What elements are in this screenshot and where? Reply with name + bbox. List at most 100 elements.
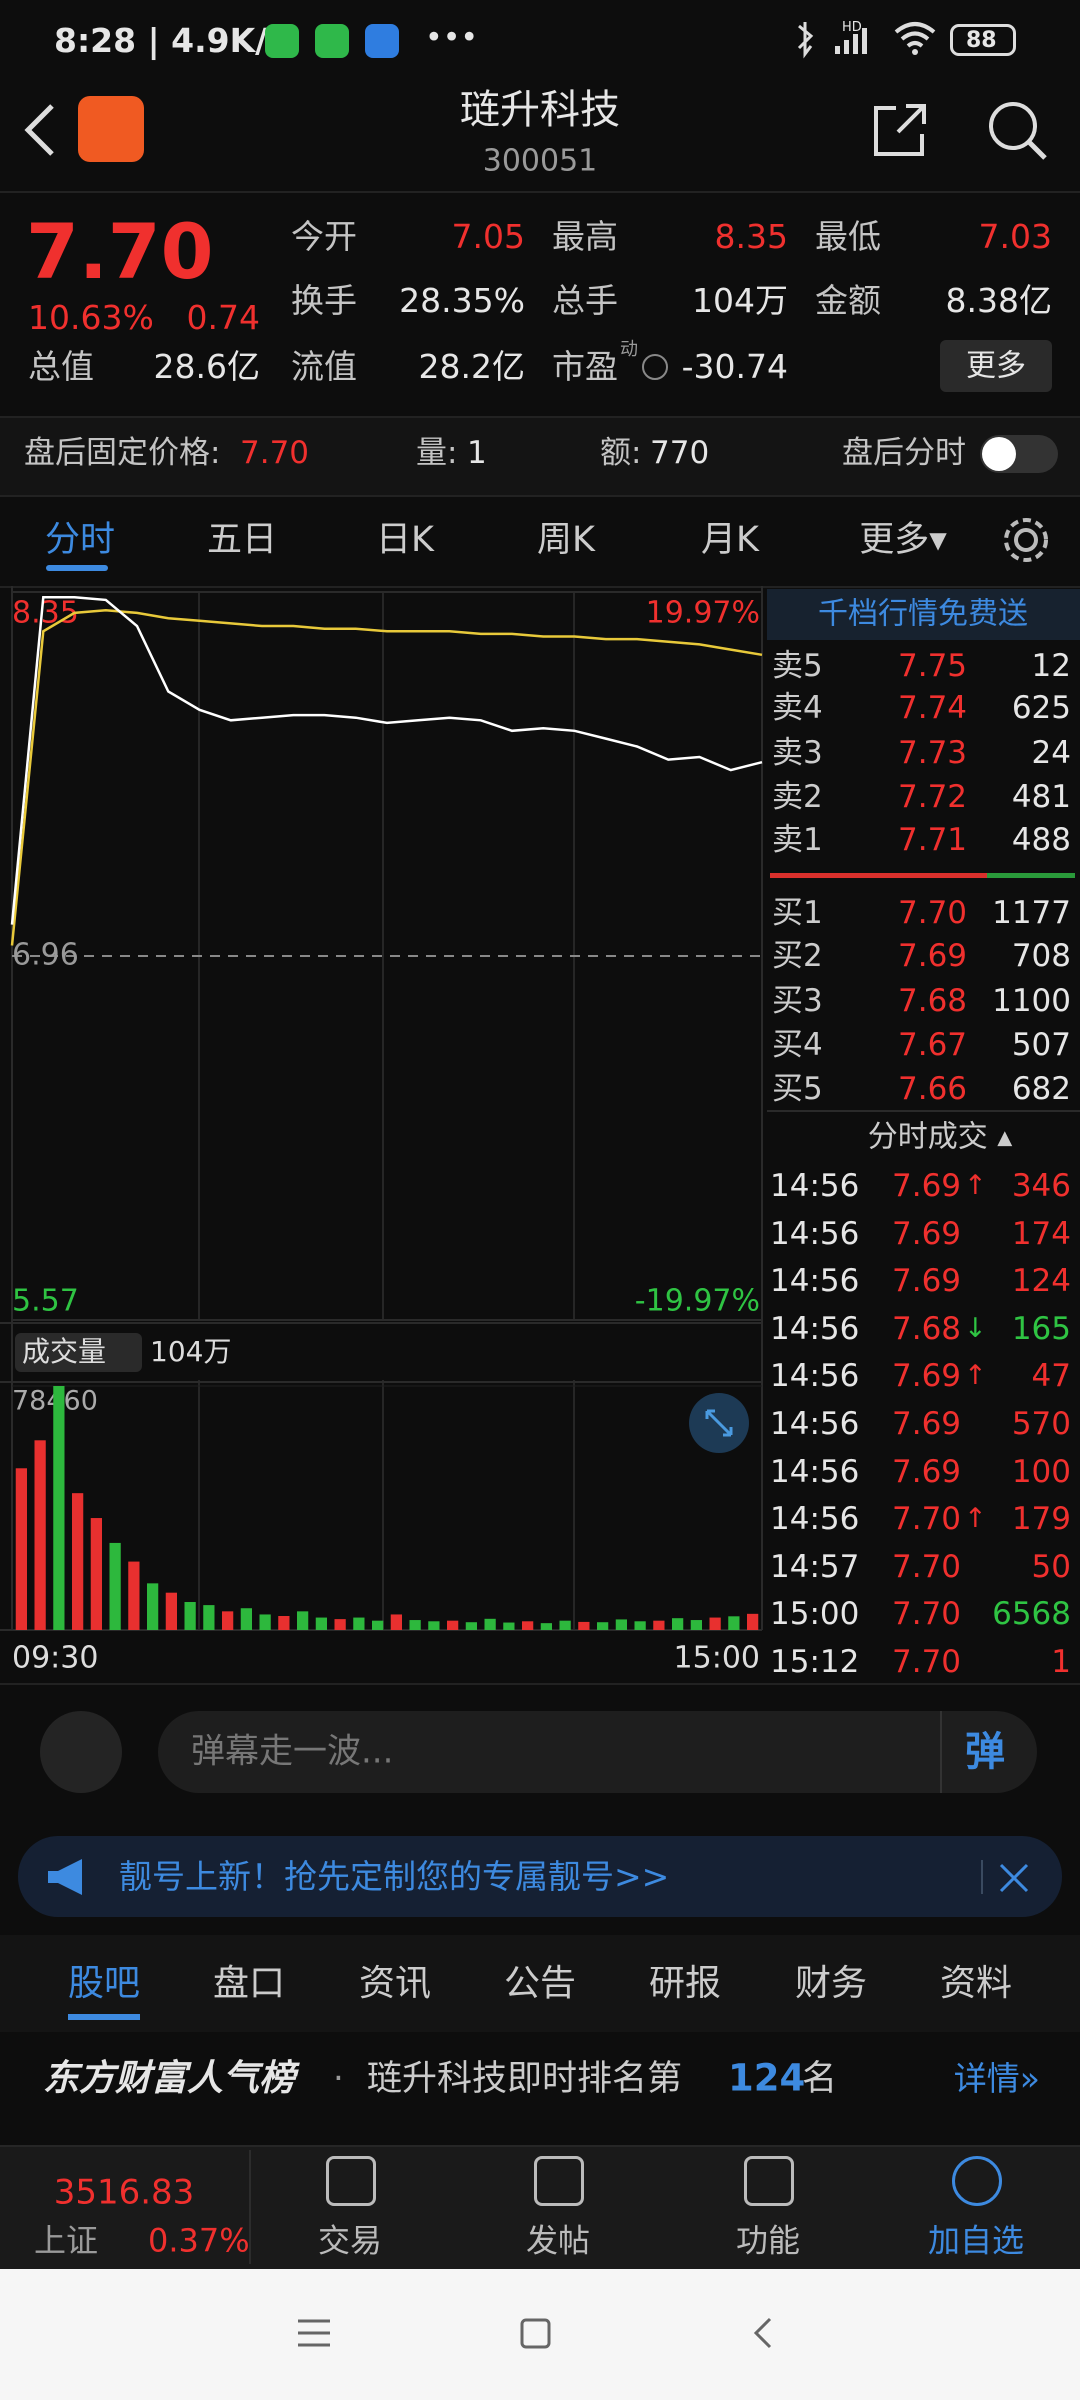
index-name[interactable]: 上证	[34, 2221, 99, 2260]
nav-icon[interactable]	[534, 2156, 584, 2206]
trade-time: 14:56	[770, 1501, 860, 1538]
order-book-header	[767, 589, 1080, 640]
divider	[0, 586, 1080, 588]
volume-bar	[503, 1622, 515, 1630]
field-label: 总值	[28, 346, 94, 386]
tab[interactable]: 日K	[376, 519, 434, 560]
rank-number: 124	[728, 2056, 806, 2100]
comment-input[interactable]	[158, 1711, 1037, 1793]
after-price: 7.70	[240, 434, 310, 471]
system-nav	[0, 2269, 1080, 2400]
trade-time: 15:12	[770, 1643, 860, 1680]
trade-time: 14:56	[770, 1358, 860, 1395]
field-label: 今开	[291, 216, 357, 256]
trade-time: 14:56	[770, 1310, 860, 1347]
sub-tab[interactable]: 股吧	[67, 1963, 141, 2005]
field-label: 换手	[291, 280, 357, 320]
share-button[interactable]	[870, 100, 930, 160]
trade-vol: 165	[1011, 1310, 1071, 1347]
sub-tab[interactable]: 盘口	[212, 1963, 286, 2005]
volume-bar	[390, 1614, 402, 1630]
volume-bar	[465, 1622, 477, 1630]
nav-label[interactable]: 功能	[735, 2221, 801, 2260]
more-label[interactable]: 更多	[966, 348, 1026, 384]
volume-bar	[315, 1617, 327, 1630]
trade-time: 14:56	[770, 1215, 860, 1252]
volume-bar	[34, 1440, 46, 1630]
tab[interactable]: 分时	[44, 519, 116, 560]
x-label: 09:30	[12, 1641, 98, 1676]
back-button[interactable]	[20, 100, 60, 160]
field-label: 最低	[815, 216, 881, 256]
volume-bar	[334, 1619, 346, 1630]
buy-bar	[987, 873, 1075, 878]
sub-tab[interactable]: 财务	[794, 1963, 868, 2005]
sub-tab[interactable]: 研报	[648, 1963, 722, 2005]
tab[interactable]: 月K	[701, 519, 759, 560]
info-icon[interactable]	[642, 354, 668, 380]
banner[interactable]	[18, 1836, 1062, 1917]
close-banner[interactable]	[998, 1862, 1030, 1894]
trade-time: 14:56	[770, 1453, 860, 1490]
pct-label: 19.97%	[646, 596, 760, 631]
megaphone-icon	[48, 1859, 82, 1895]
price-line	[10, 595, 763, 925]
nav-icon[interactable]	[326, 2156, 376, 2206]
bottom-nav	[0, 2145, 1080, 2271]
volume-bar	[709, 1617, 721, 1630]
book-vol: 708	[1011, 937, 1071, 974]
trade-arrow: ↑	[964, 1360, 987, 1392]
after-vol: 1	[467, 434, 487, 471]
nav-label[interactable]: 加自选	[927, 2221, 1025, 2260]
volume-bar	[578, 1621, 590, 1630]
nav-label[interactable]: 发帖	[525, 2221, 591, 2260]
tab[interactable]: 周K	[537, 519, 595, 560]
trade-arrow: ↓	[964, 1312, 987, 1344]
trade-arrow: ↑	[964, 1503, 987, 1535]
nav-label[interactable]: 交易	[317, 2221, 383, 2260]
battery-level: 88	[966, 27, 997, 53]
trade-time: 14:56	[770, 1405, 860, 1442]
volume-bar	[484, 1618, 496, 1630]
sell-bar	[770, 873, 987, 878]
tab[interactable]: 更多▾	[859, 519, 947, 560]
trade-price: 7.68	[892, 1310, 962, 1347]
nav-icon[interactable]	[952, 2156, 1002, 2206]
sub-tab[interactable]: 资讯	[358, 1963, 432, 2005]
danmaku-button[interactable]: 弹	[965, 1729, 1005, 1775]
trade-price: 7.70	[892, 1596, 962, 1633]
wifi-icon	[894, 22, 936, 55]
volume-bar	[634, 1621, 646, 1630]
tab[interactable]: 五日	[206, 519, 278, 560]
sub-tab-bar	[0, 1935, 1080, 2032]
field-label: 金额	[815, 280, 881, 320]
nav-icon[interactable]	[744, 2156, 794, 2206]
comment-icon[interactable]	[40, 1711, 122, 1793]
book-vol: 507	[1011, 1026, 1071, 1063]
after-label: 额:	[600, 434, 642, 471]
sub-tab[interactable]: 资料	[939, 1963, 1013, 2005]
order-book-title[interactable]: 千档行情免费送	[818, 596, 1028, 632]
trade-time: 14:56	[770, 1263, 860, 1300]
toggle-knob[interactable]	[982, 437, 1016, 471]
comment-placeholder[interactable]: 弹幕走一波...	[191, 1731, 394, 1772]
trade-price: 7.69	[892, 1167, 962, 1204]
trade-price: 7.69	[892, 1453, 962, 1490]
more-button[interactable]	[940, 340, 1052, 392]
volume-label: 成交量	[22, 1335, 106, 1368]
search-button[interactable]	[985, 98, 1049, 162]
book-vol: 488	[1011, 821, 1071, 858]
rank-detail[interactable]: 详情»	[953, 2058, 1040, 2098]
sub-tab[interactable]: 公告	[503, 1963, 577, 2005]
settings-button[interactable]	[1000, 514, 1052, 566]
divider	[767, 1110, 1080, 1112]
field-value: 8.38亿	[945, 280, 1052, 320]
banner-text[interactable]: 靓号上新！抢先定制您的专属靓号>>	[119, 1856, 670, 1896]
trade-vol: 570	[1011, 1405, 1071, 1442]
trade-vol: 174	[1011, 1215, 1071, 1252]
trade-price: 7.70	[892, 1643, 962, 1680]
field-value: 28.6亿	[153, 346, 260, 386]
index-value[interactable]: 3516.83	[53, 2172, 195, 2213]
index-pct[interactable]: 0.37%	[148, 2221, 250, 2260]
trade-price: 7.70	[892, 1501, 962, 1538]
